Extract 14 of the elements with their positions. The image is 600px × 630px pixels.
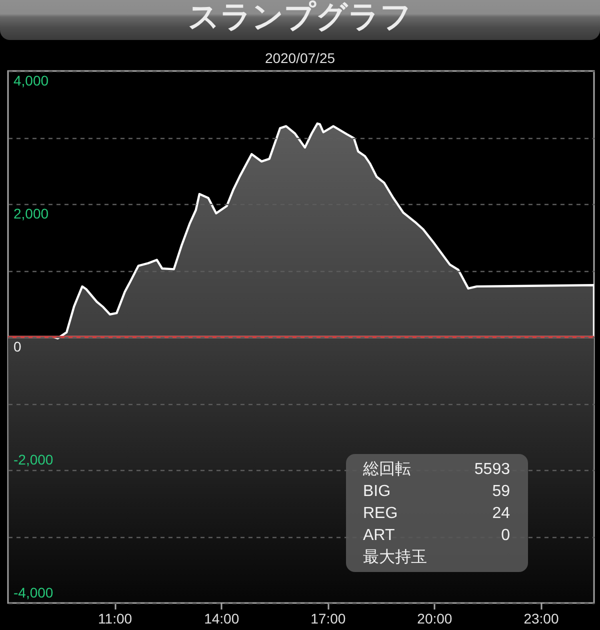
annotation: 最大持玉 — [363, 548, 427, 568]
info-panel: 総回転 5593 BIG 59 REG 24 ART 0 最大持玉 — [346, 454, 528, 572]
x-tick-label: 23:00 — [524, 610, 559, 626]
chart-subtitle: 2020/07/25 — [264, 49, 336, 68]
y-tick-label: 0 — [14, 338, 22, 354]
chart-title: スランプグラフ — [187, 0, 413, 34]
x-tick-label: 14:00 — [204, 610, 240, 626]
x-tick-label: 20:00 — [417, 610, 452, 626]
y-tick-label: -2,000 — [14, 452, 54, 468]
y-tick-label: 2,000 — [14, 206, 49, 222]
y-tick-label: -4,000 — [14, 584, 54, 600]
y-tick-label: 4,000 — [14, 72, 49, 88]
x-tick-label: 17:00 — [310, 610, 346, 626]
x-tick-label: 11:00 — [98, 610, 132, 626]
